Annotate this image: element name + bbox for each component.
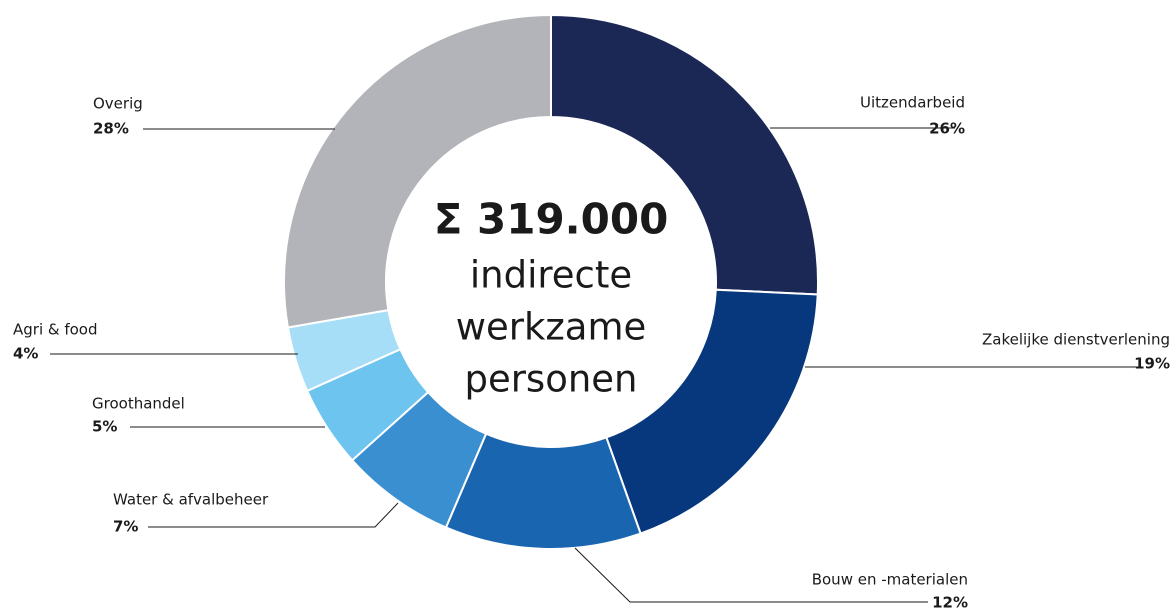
leader-line xyxy=(148,502,399,528)
value-label: 19% xyxy=(1134,355,1170,373)
category-label: Agri & food xyxy=(13,321,98,339)
center-value: Σ 319.000 xyxy=(434,195,669,244)
category-label: Zakelijke dienstverlening xyxy=(982,331,1170,349)
category-label: Water & afvalbeheer xyxy=(113,491,269,509)
category-label: Overig xyxy=(93,95,143,113)
category-label: Bouw en -materialen xyxy=(812,571,968,589)
center-text: indirecte xyxy=(470,254,632,297)
value-label: 5% xyxy=(92,418,117,436)
value-label: 28% xyxy=(93,120,129,138)
category-label: Groothandel xyxy=(92,395,185,413)
donut-segment xyxy=(605,288,819,535)
category-label: Uitzendarbeid xyxy=(860,94,965,112)
value-label: 7% xyxy=(113,518,138,536)
donut-segment xyxy=(283,13,552,329)
value-label: 26% xyxy=(929,120,965,138)
value-label: 12% xyxy=(932,594,968,610)
value-label: 4% xyxy=(13,345,38,363)
donut-segment xyxy=(550,13,819,296)
center-text: werkzame xyxy=(456,306,647,349)
leader-line xyxy=(574,547,928,603)
center-text: personen xyxy=(464,358,637,401)
